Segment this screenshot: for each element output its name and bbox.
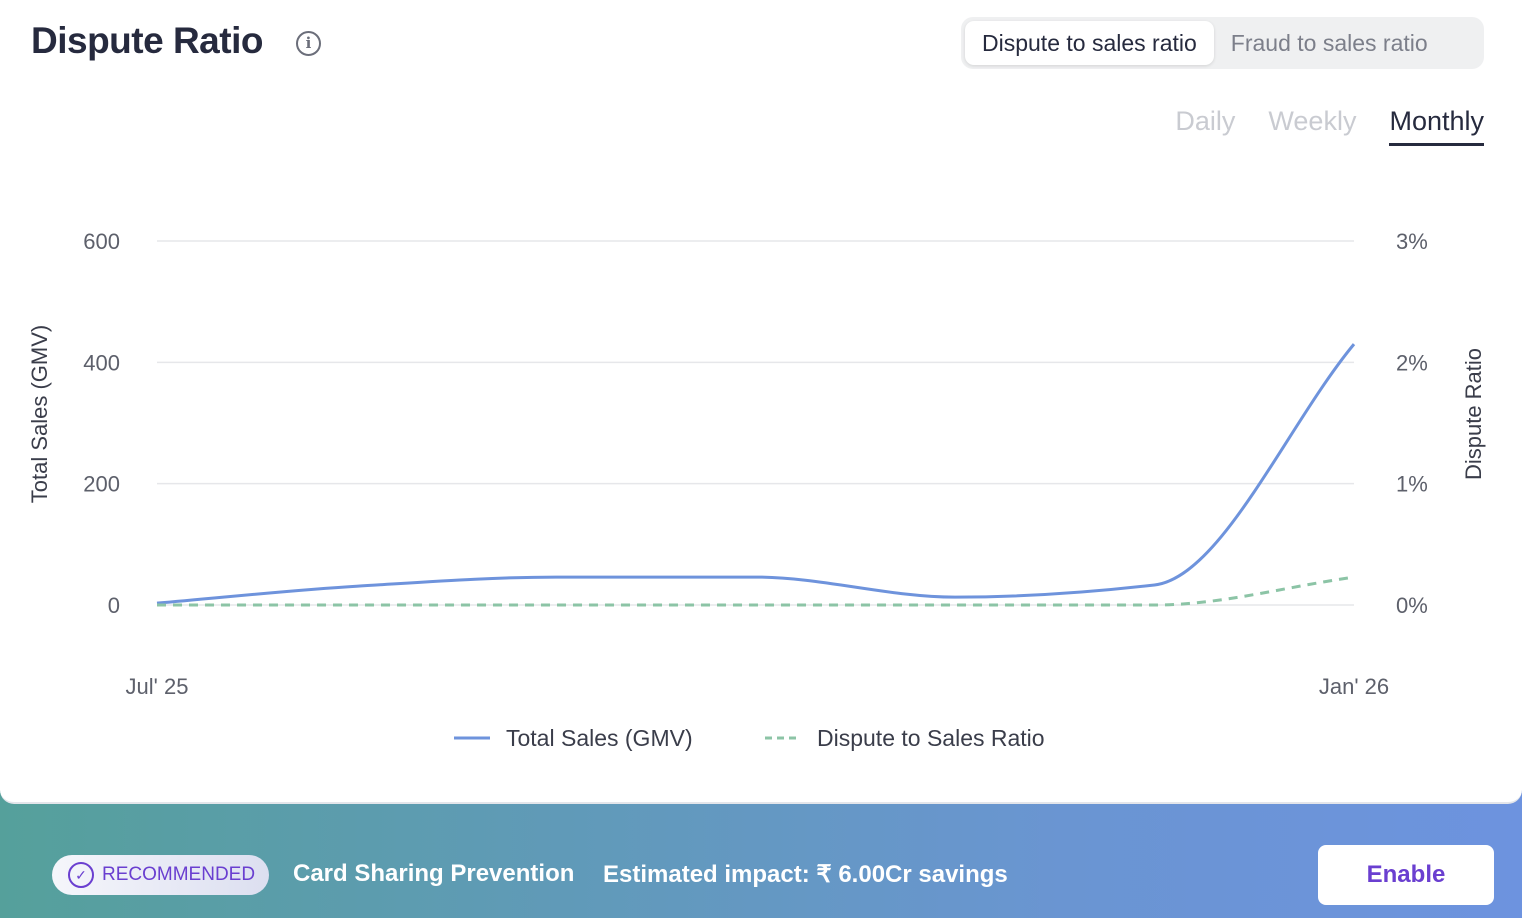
chart: 0 0% 200 1% 400 2% 600 3% Total Sales (GMV) Dis… bbox=[27, 229, 1486, 751]
enable-button[interactable]: Enable bbox=[1318, 845, 1494, 905]
badge-label: RECOMMENDED bbox=[102, 864, 256, 885]
tab-fraud-to-sales[interactable]: Fraud to sales ratio bbox=[1230, 30, 1428, 56]
y2-tick-label: 1% bbox=[1396, 472, 1428, 497]
tab-monthly[interactable]: Monthly bbox=[1389, 106, 1484, 146]
page-title: Dispute Ratio bbox=[31, 20, 263, 61]
dispute-ratio-card: Dispute Ratio i Dispute to sales ratio F… bbox=[0, 17, 1522, 804]
recommended-badge: ✓ RECOMMENDED bbox=[52, 855, 269, 895]
y2-tick-label: 2% bbox=[1396, 350, 1428, 375]
y-tick-label: 600 bbox=[83, 229, 120, 254]
total-sales-line bbox=[156, 343, 1356, 605]
info-icon[interactable]: i bbox=[296, 31, 321, 56]
x-tick-label: Jan' 26 bbox=[1319, 674, 1389, 699]
estimated-impact: Estimated impact: ₹ 6.00Cr savings bbox=[603, 861, 1008, 888]
y-tick-label: 0 bbox=[108, 593, 120, 618]
check-circle-icon: ✓ bbox=[68, 862, 94, 888]
y-axis-label: Total Sales (GMV) bbox=[27, 325, 52, 504]
tab-dispute-to-sales[interactable]: Dispute to sales ratio bbox=[965, 21, 1214, 65]
y2-axis-label: Dispute Ratio bbox=[1461, 348, 1486, 480]
y2-tick-label: 0% bbox=[1396, 593, 1428, 618]
x-tick-label: Jul' 25 bbox=[126, 674, 189, 699]
tab-daily[interactable]: Daily bbox=[1175, 106, 1236, 136]
product-name: Card Sharing Prevention bbox=[293, 860, 575, 887]
dispute-ratio-line bbox=[157, 575, 1355, 607]
y-tick-label: 400 bbox=[83, 350, 120, 375]
y-tick-label: 200 bbox=[83, 472, 120, 497]
legend-label-sales[interactable]: Total Sales (GMV) bbox=[506, 725, 693, 751]
y2-tick-label: 3% bbox=[1396, 229, 1428, 254]
period-tabs: Daily Weekly Monthly bbox=[1175, 106, 1484, 146]
tab-weekly[interactable]: Weekly bbox=[1268, 106, 1357, 136]
ratio-toggle: Dispute to sales ratio Fraud to sales ra… bbox=[961, 17, 1484, 69]
legend-label-dispute[interactable]: Dispute to Sales Ratio bbox=[817, 725, 1045, 751]
